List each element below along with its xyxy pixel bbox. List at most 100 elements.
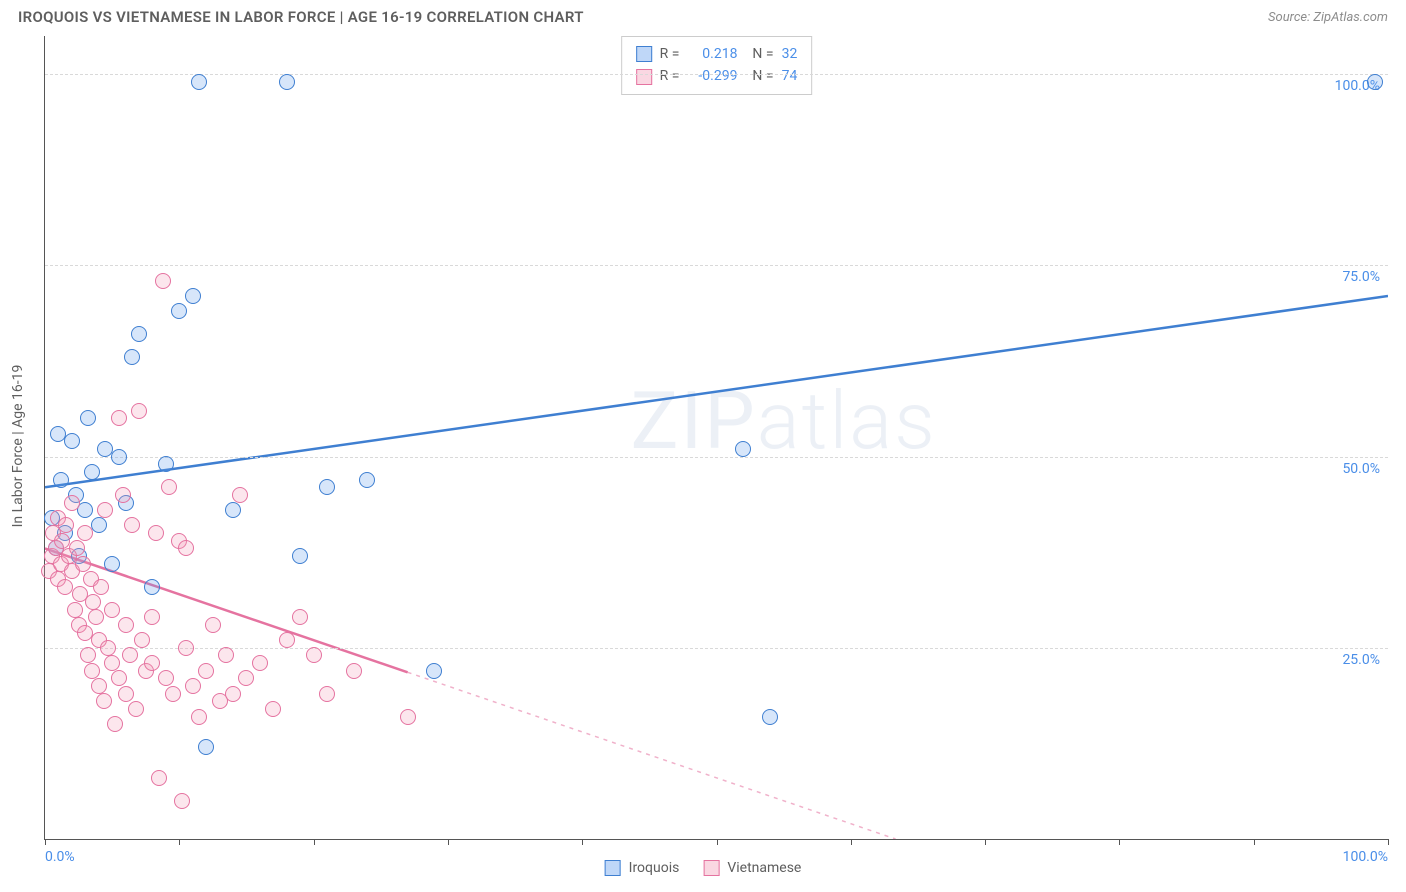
scatter-point (80, 410, 96, 426)
scatter-point (144, 579, 160, 595)
scatter-point (122, 647, 138, 663)
scatter-point (96, 693, 112, 709)
scatter-point (279, 74, 295, 90)
scatter-point (118, 617, 134, 633)
scatter-point (178, 640, 194, 656)
n-value: 74 (782, 65, 798, 87)
x-tick (45, 839, 46, 845)
x-tick (985, 839, 986, 845)
scatter-point (111, 410, 127, 426)
scatter-point (218, 647, 234, 663)
scatter-point (232, 487, 248, 503)
scatter-point (80, 647, 96, 663)
scatter-point (165, 686, 181, 702)
y-axis-label: In Labor Force | Age 16-19 (10, 365, 26, 528)
scatter-point (131, 403, 147, 419)
legend-label: Iroquois (629, 860, 680, 876)
scatter-point (75, 556, 91, 572)
chart-title: IROQUOIS VS VIETNAMESE IN LABOR FORCE | … (18, 8, 584, 26)
x-tick (717, 839, 718, 845)
stat-label: N = (745, 43, 773, 65)
scatter-point (77, 525, 93, 541)
scatter-point (104, 655, 120, 671)
scatter-point (319, 479, 335, 495)
scatter-point (104, 556, 120, 572)
scatter-point (400, 709, 416, 725)
trend-lines (45, 36, 1388, 839)
gridline (45, 74, 1388, 75)
x-tick (314, 839, 315, 845)
legend-item: Vietnamese (703, 860, 801, 876)
scatter-point (131, 326, 147, 342)
scatter-point (124, 517, 140, 533)
scatter-point (191, 74, 207, 90)
scatter-point (64, 433, 80, 449)
x-tick-label: 100.0% (1343, 849, 1388, 865)
source-attribution: Source: ZipAtlas.com (1268, 10, 1388, 25)
gridline (45, 648, 1388, 649)
r-value: -0.299 (687, 65, 737, 87)
x-tick (179, 839, 180, 845)
scatter-point (85, 594, 101, 610)
x-tick-label: 0.0% (45, 849, 75, 865)
x-tick (1254, 839, 1255, 845)
r-value: 0.218 (687, 43, 737, 65)
scatter-point (84, 663, 100, 679)
n-value: 32 (782, 43, 798, 65)
stats-row: R = -0.299 N = 74 (636, 65, 798, 87)
scatter-point (134, 632, 150, 648)
legend-swatch (636, 69, 652, 85)
scatter-point (346, 663, 362, 679)
scatter-point (111, 670, 127, 686)
trend-line-dashed (408, 672, 896, 839)
stat-label: R = (660, 65, 680, 87)
scatter-point (111, 449, 127, 465)
scatter-point (292, 548, 308, 564)
legend-label: Vietnamese (727, 860, 801, 876)
scatter-point (118, 686, 134, 702)
x-tick (1119, 839, 1120, 845)
scatter-point (762, 709, 778, 725)
gridline (45, 265, 1388, 266)
scatter-point (144, 609, 160, 625)
x-tick (582, 839, 583, 845)
scatter-point (57, 579, 73, 595)
scatter-point (279, 632, 295, 648)
scatter-point (67, 602, 83, 618)
scatter-point (69, 540, 85, 556)
scatter-point (174, 793, 190, 809)
scatter-point (735, 441, 751, 457)
scatter-point (225, 686, 241, 702)
scatter-point (148, 525, 164, 541)
x-tick (851, 839, 852, 845)
scatter-point (1367, 74, 1383, 90)
scatter-point (58, 517, 74, 533)
scatter-point (225, 502, 241, 518)
scatter-point (161, 479, 177, 495)
correlation-stats-box: R = 0.218 N = 32 R = -0.299 N = 74 (621, 36, 813, 95)
scatter-point (64, 495, 80, 511)
y-tick-label: 50.0% (1342, 461, 1380, 477)
series-legend: Iroquois Vietnamese (605, 860, 802, 876)
scatter-point (88, 609, 104, 625)
stat-label: R = (660, 43, 680, 65)
scatter-point (107, 716, 123, 732)
scatter-point (198, 739, 214, 755)
legend-swatch (636, 46, 652, 62)
scatter-point (97, 502, 113, 518)
legend-swatch (703, 860, 719, 876)
scatter-point (77, 502, 93, 518)
scatter-point (185, 678, 201, 694)
scatter-point (252, 655, 268, 671)
scatter-point (93, 579, 109, 595)
scatter-point (292, 609, 308, 625)
legend-item: Iroquois (605, 860, 680, 876)
stat-label: N = (745, 65, 773, 87)
scatter-point (100, 640, 116, 656)
scatter-point (84, 464, 100, 480)
legend-swatch (605, 860, 621, 876)
scatter-point (91, 678, 107, 694)
scatter-point (191, 709, 207, 725)
scatter-point (124, 349, 140, 365)
scatter-chart: ZIPatlas R =0.218 N =32R =-0.299 N =74 2… (44, 36, 1388, 840)
